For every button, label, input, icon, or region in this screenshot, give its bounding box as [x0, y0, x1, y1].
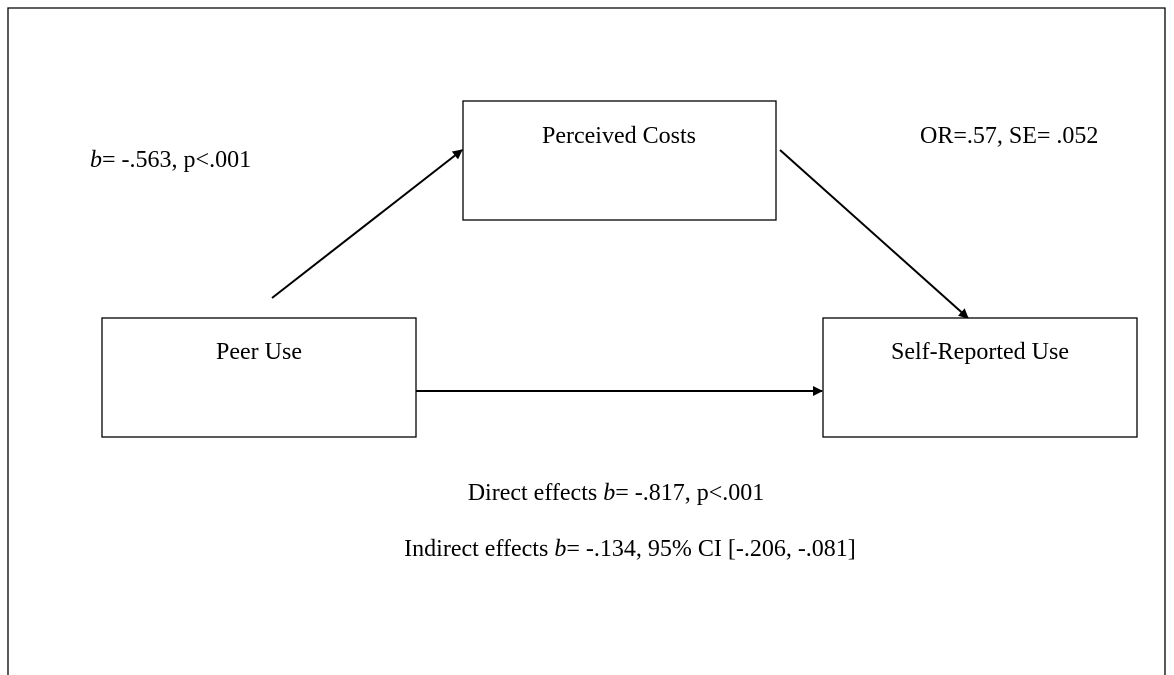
text-run: = -.817, p<.001 [615, 480, 764, 506]
node-label: Perceived Costs [542, 123, 696, 149]
node-box [462, 100, 777, 221]
text-run: = -.134, 95% CI [-.206, -.081] [566, 536, 856, 562]
path-label: OR=.57, SE= .052 [920, 123, 1098, 149]
node-label: Self-Reported Use [891, 339, 1069, 365]
text-run: Direct effects [468, 480, 603, 506]
arrow [271, 149, 463, 299]
text-run: = -.563, p<.001 [102, 147, 251, 173]
path-label: b= -.563, p<.001 [90, 147, 251, 173]
node-box [822, 317, 1138, 438]
text-run: Indirect effects [404, 536, 554, 562]
effect-label: Direct effects b= -.817, p<.001 [468, 480, 765, 506]
text-run: OR=.57, SE= .052 [920, 123, 1098, 149]
effect-label: Indirect effects b= -.134, 95% CI [-.206… [404, 536, 856, 562]
node-box [101, 317, 417, 438]
arrow [779, 149, 969, 319]
node-label: Peer Use [216, 339, 302, 365]
frame [7, 7, 1166, 675]
text-run: b [90, 147, 102, 173]
text-run: b [554, 536, 566, 562]
text-run: b [603, 480, 615, 506]
